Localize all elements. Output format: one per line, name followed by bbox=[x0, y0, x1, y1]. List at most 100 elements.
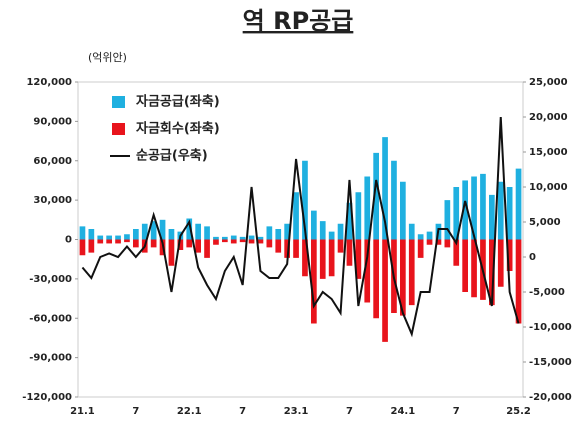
x-tick-label: 7 bbox=[132, 406, 139, 417]
bar bbox=[97, 235, 104, 240]
bar bbox=[275, 239, 282, 253]
bar bbox=[328, 239, 335, 277]
bar bbox=[195, 239, 201, 253]
bar bbox=[168, 239, 175, 266]
x-tick-label: 25.2 bbox=[506, 406, 531, 417]
bar bbox=[302, 160, 308, 240]
bar bbox=[515, 239, 522, 324]
bar bbox=[115, 235, 121, 240]
x-tick-label: 22.1 bbox=[177, 406, 202, 417]
bar bbox=[462, 239, 468, 292]
y2-tick-label: 20,000 bbox=[529, 112, 568, 123]
bar bbox=[453, 187, 460, 240]
y-tick-label: 0 bbox=[65, 235, 72, 246]
bar bbox=[222, 236, 228, 240]
bar bbox=[311, 239, 317, 324]
bar bbox=[506, 187, 513, 240]
y-tick-label: 60,000 bbox=[33, 156, 72, 167]
bar bbox=[230, 239, 237, 244]
bar bbox=[150, 239, 157, 248]
y-tick-label: -60,000 bbox=[29, 313, 72, 324]
y-tick-label: 90,000 bbox=[33, 116, 72, 127]
bar bbox=[471, 239, 477, 298]
bar bbox=[426, 239, 433, 245]
bar bbox=[337, 223, 344, 240]
bar bbox=[284, 239, 290, 258]
chart-title: 역 RP공급 bbox=[243, 7, 354, 35]
bar bbox=[186, 239, 193, 248]
bar bbox=[106, 239, 112, 244]
x-tick-label: 21.1 bbox=[70, 406, 95, 417]
legend-label: 자금회수(좌축) bbox=[136, 121, 220, 137]
bar bbox=[435, 239, 442, 245]
y2-tick-label: 0 bbox=[529, 252, 536, 263]
bar bbox=[204, 239, 210, 258]
bar bbox=[346, 202, 353, 240]
bar bbox=[408, 239, 415, 306]
bar bbox=[168, 229, 175, 240]
x-tick-label: 23.1 bbox=[284, 406, 309, 417]
bar bbox=[239, 239, 246, 243]
bar bbox=[400, 181, 406, 240]
y2-tick-label: 10,000 bbox=[529, 182, 568, 193]
bar bbox=[222, 239, 228, 243]
y-tick-label: -30,000 bbox=[29, 274, 72, 285]
bar bbox=[515, 168, 522, 240]
bar bbox=[248, 239, 255, 244]
bar bbox=[195, 223, 201, 240]
bar bbox=[319, 239, 326, 279]
y-tick-label: -90,000 bbox=[29, 353, 72, 364]
y-tick-label: 120,000 bbox=[26, 77, 72, 88]
y2-tick-label: 5,000 bbox=[529, 217, 561, 228]
bar bbox=[426, 231, 433, 240]
bar bbox=[257, 239, 264, 244]
y2-tick-label: 25,000 bbox=[529, 77, 568, 88]
bar bbox=[408, 223, 415, 240]
bar bbox=[444, 200, 451, 240]
y2-tick-label: -15,000 bbox=[529, 357, 572, 368]
bar bbox=[453, 239, 460, 266]
bar bbox=[373, 152, 379, 240]
bar bbox=[141, 223, 148, 240]
y2-tick-label: -10,000 bbox=[529, 322, 572, 333]
bar bbox=[257, 236, 264, 240]
bar bbox=[275, 229, 282, 240]
x-tick-label: 7 bbox=[239, 406, 246, 417]
bar bbox=[293, 192, 299, 240]
bar bbox=[133, 239, 139, 248]
x-tick-label: 7 bbox=[453, 406, 460, 417]
bar bbox=[284, 223, 290, 240]
bar bbox=[204, 226, 210, 240]
bar bbox=[248, 235, 255, 240]
bar bbox=[79, 239, 86, 256]
bar bbox=[177, 239, 184, 250]
bar bbox=[213, 239, 219, 245]
bar bbox=[79, 226, 86, 240]
bar bbox=[382, 137, 388, 240]
bar bbox=[355, 192, 362, 240]
legend-swatch bbox=[112, 123, 125, 135]
bar bbox=[471, 176, 477, 240]
net-line bbox=[81, 116, 520, 338]
bar bbox=[186, 218, 193, 240]
y-axis-label: (억위안) bbox=[88, 51, 127, 64]
bar bbox=[506, 239, 513, 271]
bar bbox=[497, 181, 504, 240]
bar bbox=[293, 239, 299, 258]
bar bbox=[106, 235, 112, 240]
bar bbox=[373, 239, 379, 319]
y2-tick-label: 15,000 bbox=[529, 147, 568, 158]
x-tick-label: 24.1 bbox=[391, 406, 416, 417]
bar bbox=[115, 239, 121, 244]
y2-tick-label: -20,000 bbox=[529, 392, 572, 403]
bar bbox=[124, 234, 130, 240]
x-tick-label: 7 bbox=[346, 406, 353, 417]
bar bbox=[150, 221, 157, 240]
bar bbox=[124, 239, 130, 243]
bar bbox=[364, 239, 371, 303]
bar bbox=[417, 239, 424, 258]
legend-swatch bbox=[112, 96, 125, 108]
bar bbox=[239, 236, 246, 240]
bar bbox=[497, 239, 504, 287]
